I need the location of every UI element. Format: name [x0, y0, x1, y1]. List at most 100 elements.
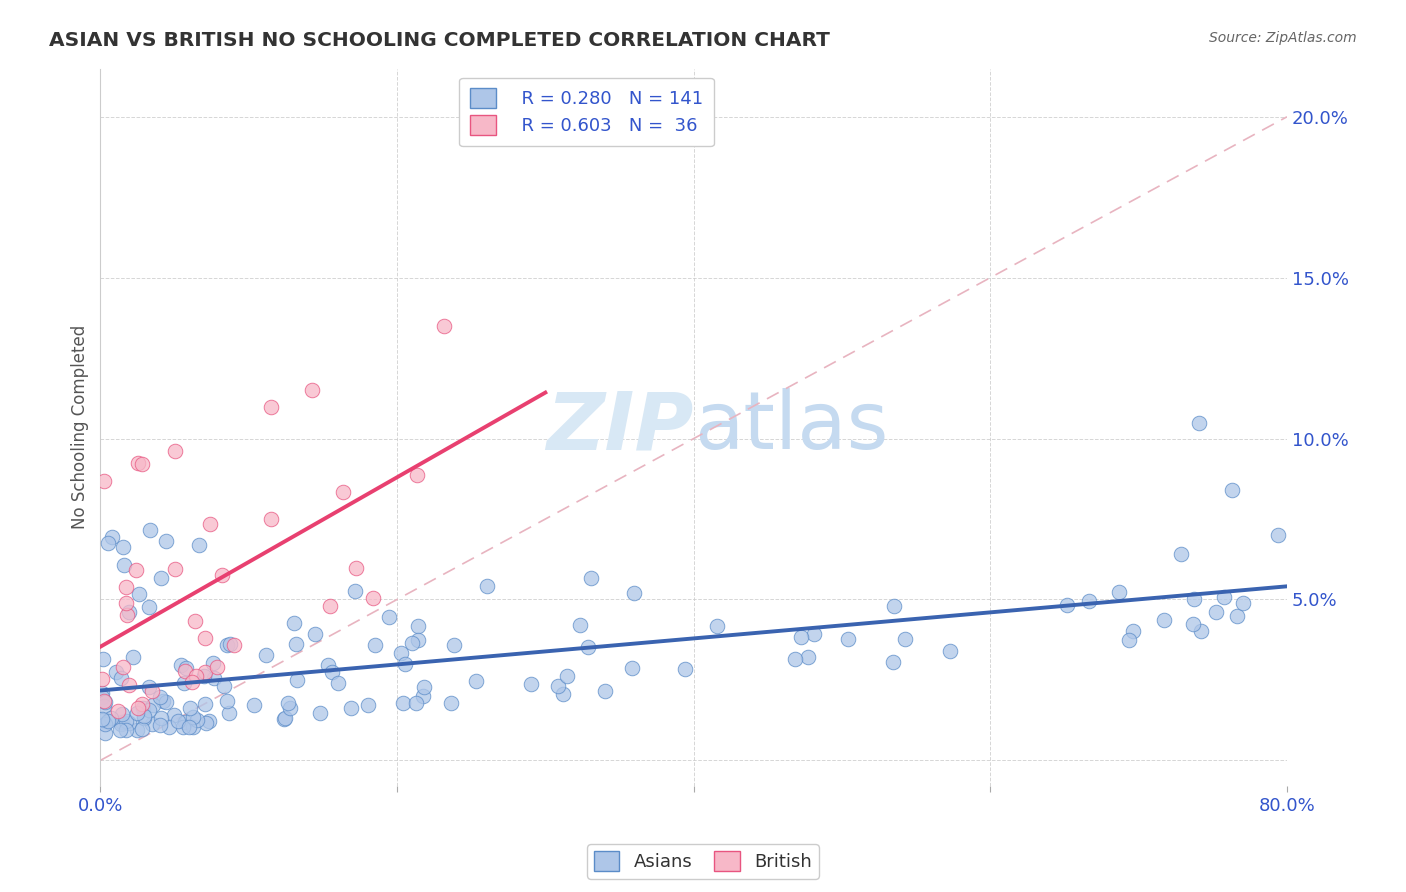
Point	[112, 659, 135, 673]
Point	[108, 723, 131, 737]
Point	[152, 694, 174, 708]
Point	[115, 596, 138, 610]
Point	[141, 684, 163, 698]
Point	[433, 318, 456, 333]
Point	[193, 665, 215, 679]
Point	[101, 530, 124, 544]
Point	[112, 541, 135, 555]
Point	[465, 673, 488, 688]
Point	[1226, 608, 1249, 623]
Point	[413, 681, 436, 695]
Point	[304, 626, 326, 640]
Point	[139, 524, 162, 538]
Point	[110, 672, 132, 686]
Point	[405, 696, 427, 710]
Point	[357, 698, 380, 712]
Point	[254, 648, 277, 662]
Point	[107, 704, 129, 718]
Point	[118, 605, 141, 619]
Point	[91, 712, 114, 726]
Point	[90, 686, 112, 700]
Point	[593, 684, 616, 698]
Point	[443, 638, 465, 652]
Point	[568, 618, 591, 632]
Point	[176, 661, 198, 675]
Text: ZIP: ZIP	[547, 388, 693, 467]
Point	[132, 708, 155, 723]
Text: ASIAN VS BRITISH NO SCHOOLING COMPLETED CORRELATION CHART: ASIAN VS BRITISH NO SCHOOLING COMPLETED …	[49, 31, 830, 50]
Point	[1118, 633, 1140, 648]
Point	[401, 636, 423, 650]
Point	[274, 711, 297, 725]
Point	[394, 657, 416, 671]
Point	[149, 718, 172, 732]
Point	[94, 695, 117, 709]
Point	[94, 726, 117, 740]
Point	[111, 714, 134, 729]
Point	[200, 517, 222, 532]
Point	[157, 719, 180, 733]
Legend:   R = 0.280   N = 141,   R = 0.603   N =  36: R = 0.280 N = 141, R = 0.603 N = 36	[460, 78, 714, 146]
Point	[1181, 616, 1204, 631]
Point	[620, 661, 643, 675]
Point	[1188, 416, 1211, 430]
Point	[1220, 483, 1243, 498]
Point	[187, 538, 209, 552]
Point	[217, 693, 239, 707]
Point	[110, 717, 132, 731]
Point	[243, 698, 266, 713]
Point	[797, 650, 820, 665]
Point	[391, 646, 413, 660]
Point	[260, 401, 283, 415]
Point	[174, 664, 197, 678]
Point	[112, 558, 135, 572]
Point	[155, 533, 177, 548]
Point	[172, 720, 194, 734]
Point	[198, 714, 221, 728]
Point	[224, 638, 246, 652]
Point	[131, 457, 153, 471]
Point	[260, 512, 283, 526]
Point	[149, 571, 172, 585]
Point	[392, 696, 415, 710]
Point	[91, 651, 114, 665]
Point	[167, 714, 190, 728]
Point	[1189, 624, 1212, 638]
Point	[186, 713, 208, 727]
Point	[179, 701, 201, 715]
Point	[211, 567, 233, 582]
Point	[319, 599, 342, 613]
Point	[122, 650, 145, 665]
Point	[783, 652, 806, 666]
Point	[184, 614, 207, 628]
Point	[110, 706, 132, 721]
Point	[343, 583, 366, 598]
Point	[138, 680, 160, 694]
Point	[90, 673, 112, 687]
Point	[194, 632, 217, 646]
Point	[1213, 590, 1236, 604]
Point	[218, 706, 240, 721]
Point	[195, 716, 218, 731]
Point	[408, 619, 430, 633]
Point	[309, 706, 332, 720]
Point	[170, 657, 193, 672]
Point	[104, 665, 127, 679]
Point	[883, 599, 905, 614]
Point	[97, 536, 120, 550]
Point	[328, 675, 350, 690]
Point	[477, 579, 499, 593]
Point	[132, 711, 155, 725]
Point	[406, 468, 429, 483]
Point	[412, 689, 434, 703]
Point	[1122, 624, 1144, 639]
Point	[215, 638, 238, 652]
Point	[340, 700, 363, 714]
Point	[174, 715, 197, 730]
Point	[361, 591, 384, 605]
Point	[364, 638, 387, 652]
Point	[285, 637, 308, 651]
Point	[127, 706, 149, 720]
Point	[131, 722, 153, 736]
Point	[115, 580, 138, 594]
